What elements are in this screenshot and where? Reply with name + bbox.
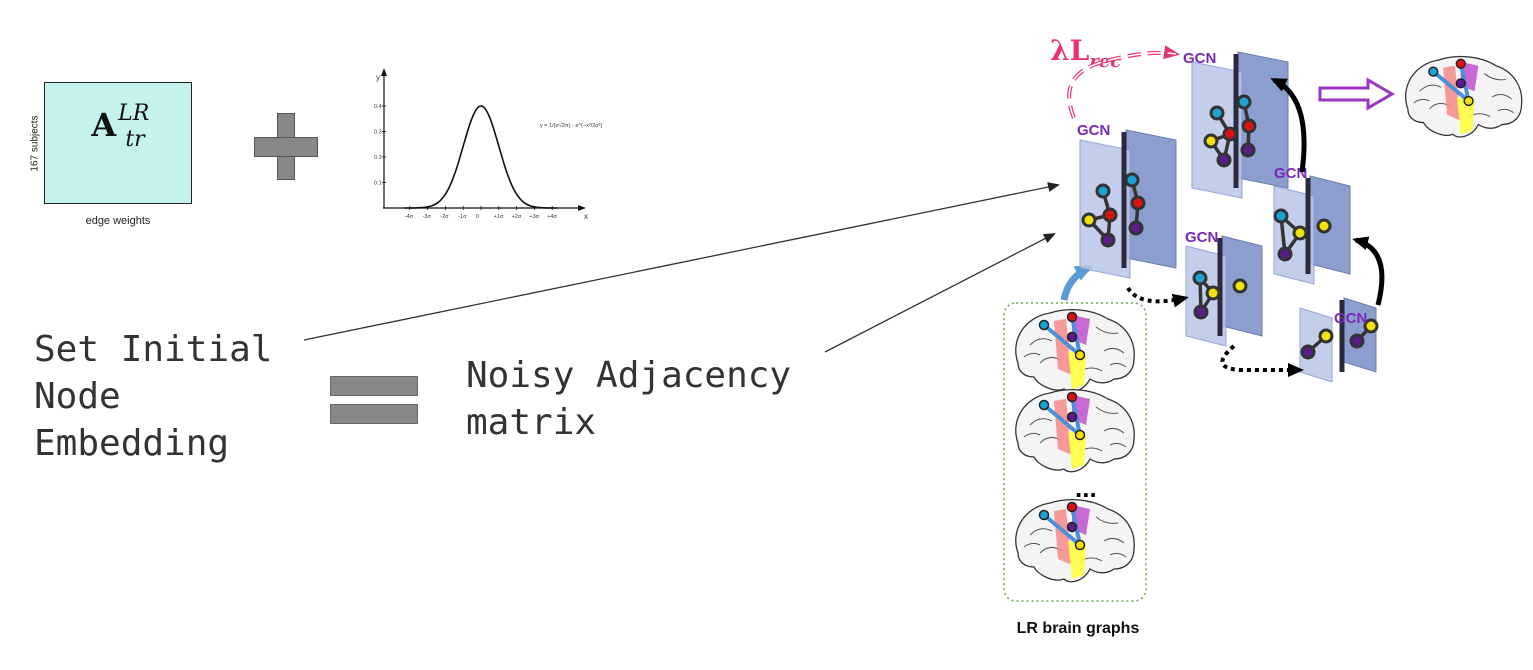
output-arrow — [1318, 77, 1395, 111]
graph-node — [1222, 126, 1238, 142]
gaussian-curve — [404, 105, 558, 209]
equals-operator-top — [330, 376, 418, 396]
arrow-embedding-to-gcn — [303, 182, 1060, 341]
matrix-subscript: tr — [125, 127, 145, 152]
brain-outline — [1015, 308, 1135, 393]
gaussian-x-tick-label: -3σ — [423, 214, 432, 220]
initial-node-embedding-text: Set Initial Node Embedding — [34, 326, 272, 467]
loss-label-main: λL — [1050, 34, 1090, 67]
brain-outline — [1015, 498, 1135, 583]
graph-node — [1273, 208, 1289, 224]
graph-node — [1216, 152, 1232, 168]
graph-node — [1130, 195, 1146, 211]
graph-node — [1124, 172, 1140, 188]
pool-arrow-1 — [1126, 286, 1189, 308]
initial-text-line2: Node — [34, 376, 121, 417]
graph-node — [1232, 278, 1248, 294]
loss-label: λLrec — [1050, 34, 1121, 72]
graph-node — [1292, 225, 1308, 241]
graph-node — [1300, 344, 1316, 360]
reconstruction-loss-arrow-inner — [1068, 52, 1177, 119]
matrix-symbol-base: A — [91, 106, 117, 144]
gaussian-x-tick-label: +1σ — [494, 214, 504, 220]
gcn-label-4: GCN — [1274, 165, 1307, 182]
graph-node — [1102, 207, 1118, 223]
gcn-layer-stack — [1273, 175, 1351, 285]
graph-node — [1240, 142, 1256, 158]
arrow-noisy-to-gcn — [824, 233, 1056, 353]
gcn-label-5: GCN — [1334, 310, 1367, 327]
gcn-label-2: GCN — [1183, 50, 1216, 67]
noisy-text-line1: Noisy Adjacency — [466, 355, 792, 396]
gaussian-x-ticks: -4σ -3σ -2σ -1σ 0 +1σ +2σ +3σ +4σ — [405, 206, 557, 220]
graph-node — [1193, 304, 1209, 320]
graph-node — [1236, 94, 1252, 110]
gcn-label-3: GCN — [1185, 229, 1218, 246]
input-arrow — [1060, 264, 1094, 301]
brain-outline — [1405, 55, 1523, 138]
lr-training-matrix — [44, 82, 192, 204]
gaussian-y-tick-label: 0.1 — [374, 181, 382, 187]
plus-operator-center — [278, 138, 294, 156]
brain-outline — [1015, 388, 1135, 473]
graph-node — [1095, 183, 1111, 199]
output-brain-graph — [1405, 55, 1523, 138]
gaussian-y-ticks: 0.4 0.3 0.2 0.1 — [374, 104, 386, 187]
gcn-layer-stack — [1185, 235, 1263, 347]
graph-node — [1100, 232, 1116, 248]
equals-operator-bottom — [330, 404, 418, 424]
graph-node — [1209, 105, 1225, 121]
graph-node — [1316, 218, 1332, 234]
gcn-layer-stack — [1079, 129, 1177, 279]
graph-node — [1318, 328, 1334, 344]
graph-node — [1081, 212, 1097, 228]
gaussian-y-tick-label: 0.2 — [374, 155, 382, 161]
gaussian-plot: y x 0.4 0.3 0.2 0.1 -4σ -3σ -2σ -1σ 0 +1σ +2σ +3σ +… — [374, 68, 603, 221]
brain-ellipsis: ... — [1075, 473, 1097, 503]
unpool-arrow-1 — [1352, 236, 1385, 306]
noisy-text-line2: matrix — [466, 402, 597, 443]
gaussian-x-tick-label: 0 — [476, 214, 479, 220]
gaussian-x-label: x — [584, 212, 588, 221]
gaussian-x-tick-label: +4σ — [547, 214, 557, 220]
graph-node — [1241, 118, 1257, 134]
gcn-label-1: GCN — [1077, 122, 1110, 139]
graph-node — [1203, 133, 1219, 149]
brain-graph-3 — [1015, 498, 1135, 583]
gcn-layer-stack — [1299, 297, 1379, 383]
initial-text-line3: Embedding — [34, 423, 230, 464]
matrix-superscript: LR — [118, 101, 150, 126]
gcn-front-panel — [1079, 139, 1131, 279]
gaussian-x-arrow — [578, 205, 586, 211]
matrix-column-label: edge weights — [85, 215, 151, 227]
gaussian-x-tick-label: -4σ — [405, 214, 414, 220]
initial-text-line1: Set Initial — [34, 329, 273, 370]
gaussian-y-tick-label: 0.4 — [374, 104, 382, 110]
unpool-arrow-2 — [1270, 77, 1307, 173]
gaussian-y-label: y — [376, 73, 380, 82]
gaussian-formula: y = 1/(σ√2π) · e^(−x²/2σ²) — [540, 122, 603, 129]
gaussian-y-arrow — [381, 68, 387, 76]
loss-label-subscript: rec — [1089, 51, 1121, 72]
graph-node — [1192, 270, 1208, 286]
brain-graph-2 — [1015, 388, 1135, 473]
matrix-symbol: ALRtr — [44, 101, 192, 152]
gaussian-y-tick-label: 0.3 — [374, 130, 382, 136]
noisy-adjacency-text: Noisy Adjacency matrix — [466, 352, 791, 446]
graph-node — [1128, 220, 1144, 236]
graph-node — [1277, 246, 1293, 262]
lr-brain-graphs-caption: LR brain graphs — [1016, 620, 1140, 637]
graph-node — [1205, 285, 1221, 301]
brain-graph-1 — [1015, 308, 1135, 393]
gaussian-x-tick-label: -1σ — [458, 214, 467, 220]
gaussian-x-tick-label: +3σ — [529, 214, 539, 220]
graph-node — [1363, 318, 1379, 334]
pool-arrow-2 — [1220, 344, 1304, 377]
gaussian-x-tick-label: +2σ — [512, 214, 522, 220]
graph-node — [1349, 333, 1365, 349]
gaussian-x-tick-label: -2σ — [440, 214, 449, 220]
